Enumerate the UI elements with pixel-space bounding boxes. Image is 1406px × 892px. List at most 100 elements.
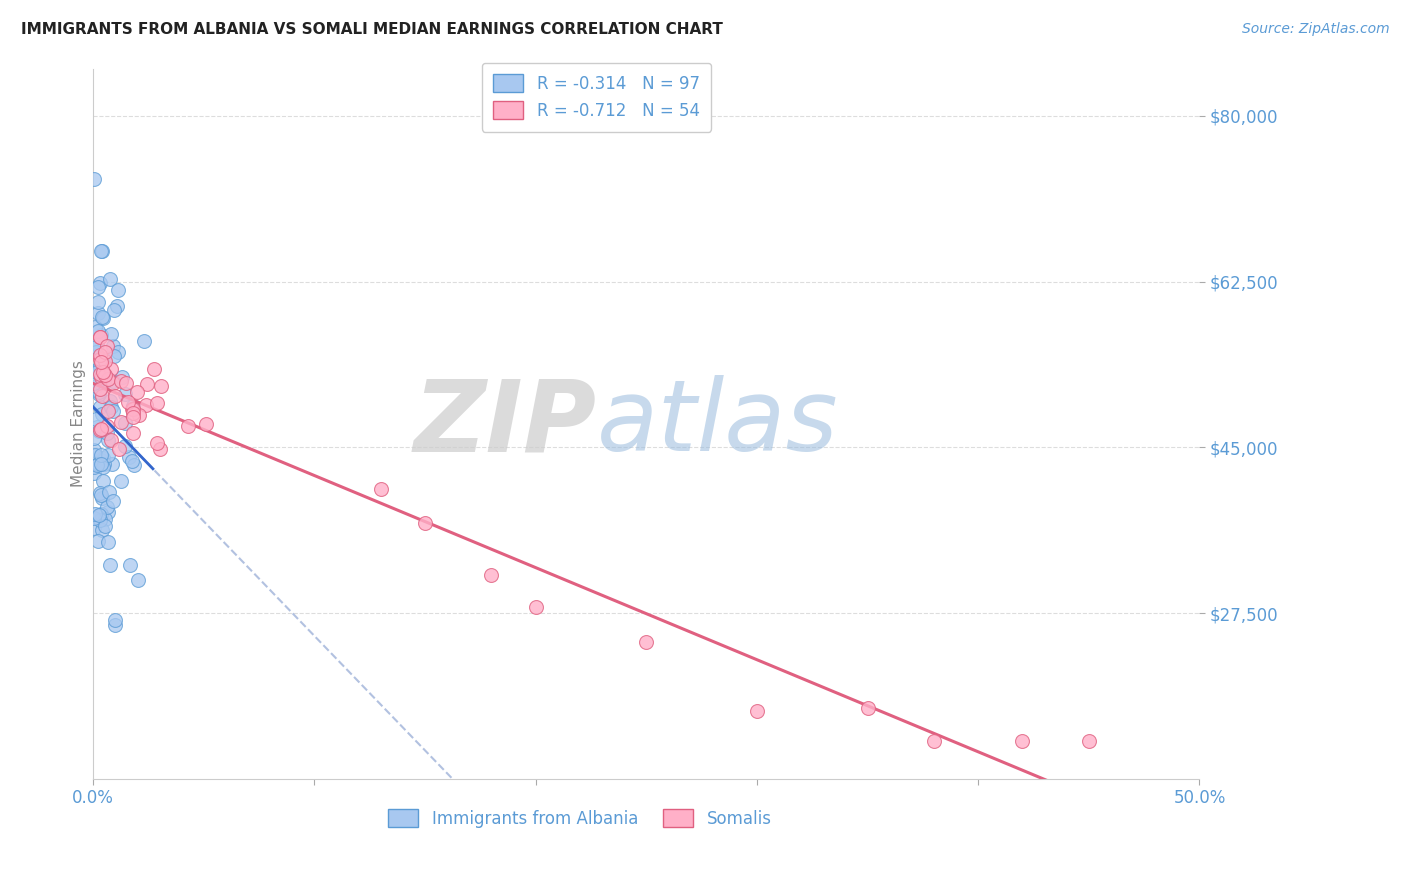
Point [83,431,105,445]
Point [194,417,217,431]
Point [114,439,136,453]
Point [149,442,172,457]
Point [100,327,122,342]
Point [89,276,111,290]
Point [91,310,114,325]
Point [96,500,118,515]
Point [87,508,110,523]
Point [146,435,169,450]
Point [83,376,105,391]
Point [103,613,125,627]
Point [91,389,114,403]
Point [87,384,110,399]
Point [93,368,115,382]
Point [90,453,112,467]
Point [87,279,110,293]
Point [89,424,111,438]
Point [90,457,112,471]
Point [89,486,111,500]
Point [370,482,392,496]
Point [90,524,112,538]
Point [84,378,107,392]
Point [107,283,129,297]
Point [89,351,111,366]
Point [84,320,107,334]
Point [83,460,105,475]
Point [91,350,114,364]
Point [90,244,112,258]
Point [83,510,105,524]
Text: atlas: atlas [596,376,838,472]
Point [90,359,112,374]
Point [91,366,114,380]
Point [103,349,125,363]
Point [93,457,115,471]
Point [115,376,138,390]
Point [100,362,122,376]
Point [107,345,129,359]
Point [89,513,111,527]
Point [90,310,112,324]
Point [84,507,107,521]
Point [104,389,127,403]
Point [90,448,112,462]
Point [101,404,124,418]
Point [83,521,105,535]
Point [90,355,112,369]
Point [91,359,114,373]
Point [105,299,128,313]
Point [94,512,117,526]
Point [107,442,129,457]
Point [84,340,107,354]
Point [103,374,125,388]
Point [93,354,115,368]
Point [90,491,112,505]
Point [89,387,111,401]
Point [91,474,114,488]
Point [413,516,436,531]
Point [96,419,118,434]
Point [121,454,143,468]
Point [90,507,112,521]
Text: IMMIGRANTS FROM ALBANIA VS SOMALI MEDIAN EARNINGS CORRELATION CHART: IMMIGRANTS FROM ALBANIA VS SOMALI MEDIAN… [21,22,723,37]
Y-axis label: Median Earnings: Median Earnings [72,360,86,487]
Point [83,171,105,186]
Text: ZIP: ZIP [413,376,596,472]
Point [98,272,121,286]
Point [89,348,111,362]
Point [90,488,112,502]
Legend: Immigrants from Albania, Somalis: Immigrants from Albania, Somalis [382,803,778,835]
Point [135,398,157,412]
Point [89,401,111,415]
Point [125,385,148,400]
Point [149,378,172,392]
Point [91,358,114,372]
Point [145,396,167,410]
Point [93,376,115,390]
Point [89,330,111,344]
Point [122,425,145,440]
Point [86,420,108,434]
Point [111,370,134,384]
Point [86,458,108,473]
Point [91,366,114,380]
Point [83,442,105,457]
Point [103,303,125,318]
Point [114,416,136,430]
Point [97,403,120,417]
Point [87,533,110,548]
Point [89,359,111,373]
Point [93,451,115,466]
Point [122,410,145,425]
Point [87,458,110,472]
Point [98,558,121,573]
Point [636,635,658,649]
Point [87,324,110,338]
Point [97,372,120,386]
Point [132,334,155,348]
Point [110,474,132,488]
Point [120,558,142,572]
Point [84,448,107,462]
Point [91,459,114,474]
Point [89,329,111,343]
